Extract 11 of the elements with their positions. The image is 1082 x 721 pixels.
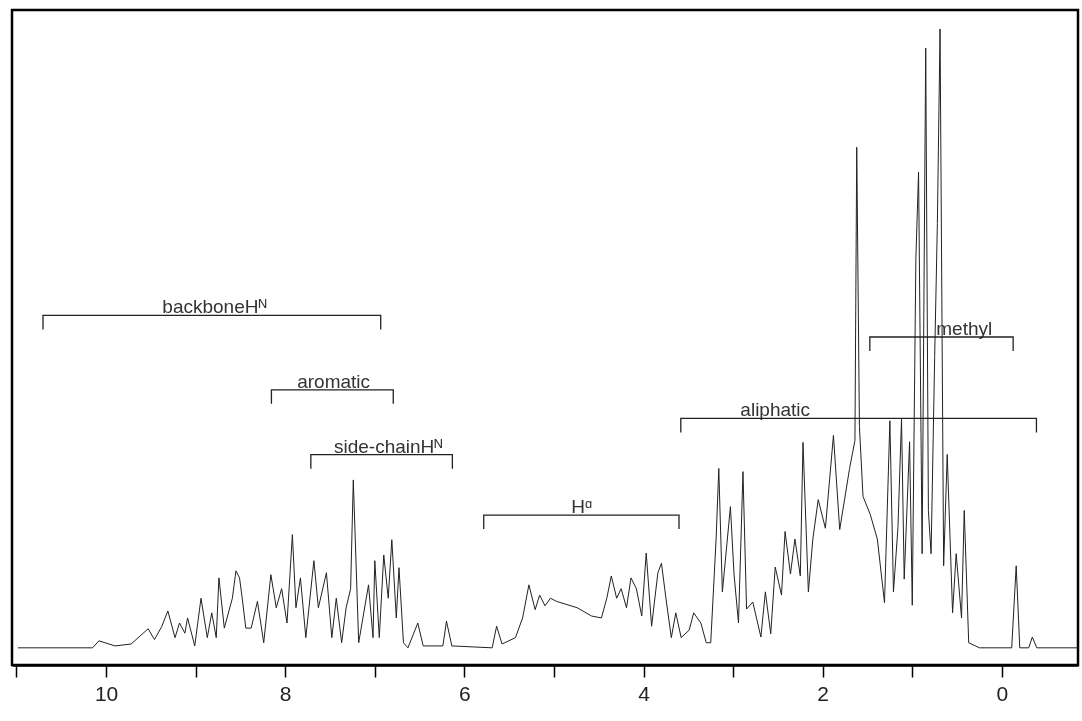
x-tick-label: 6 <box>459 681 471 705</box>
x-tick-label: 4 <box>638 681 651 705</box>
x-tick-label: 10 <box>94 681 119 705</box>
annotation: side-chainHᴺ <box>333 435 443 457</box>
x-tick-label: 0 <box>996 681 1009 705</box>
annotation: aliphatic <box>740 399 811 421</box>
annotation: Hᵅ <box>571 496 593 518</box>
annotation: backboneHᴺ <box>162 296 267 318</box>
annotation: aromatic <box>297 370 371 392</box>
x-tick-label: 2 <box>817 681 830 705</box>
x-tick-label: 8 <box>279 681 292 705</box>
